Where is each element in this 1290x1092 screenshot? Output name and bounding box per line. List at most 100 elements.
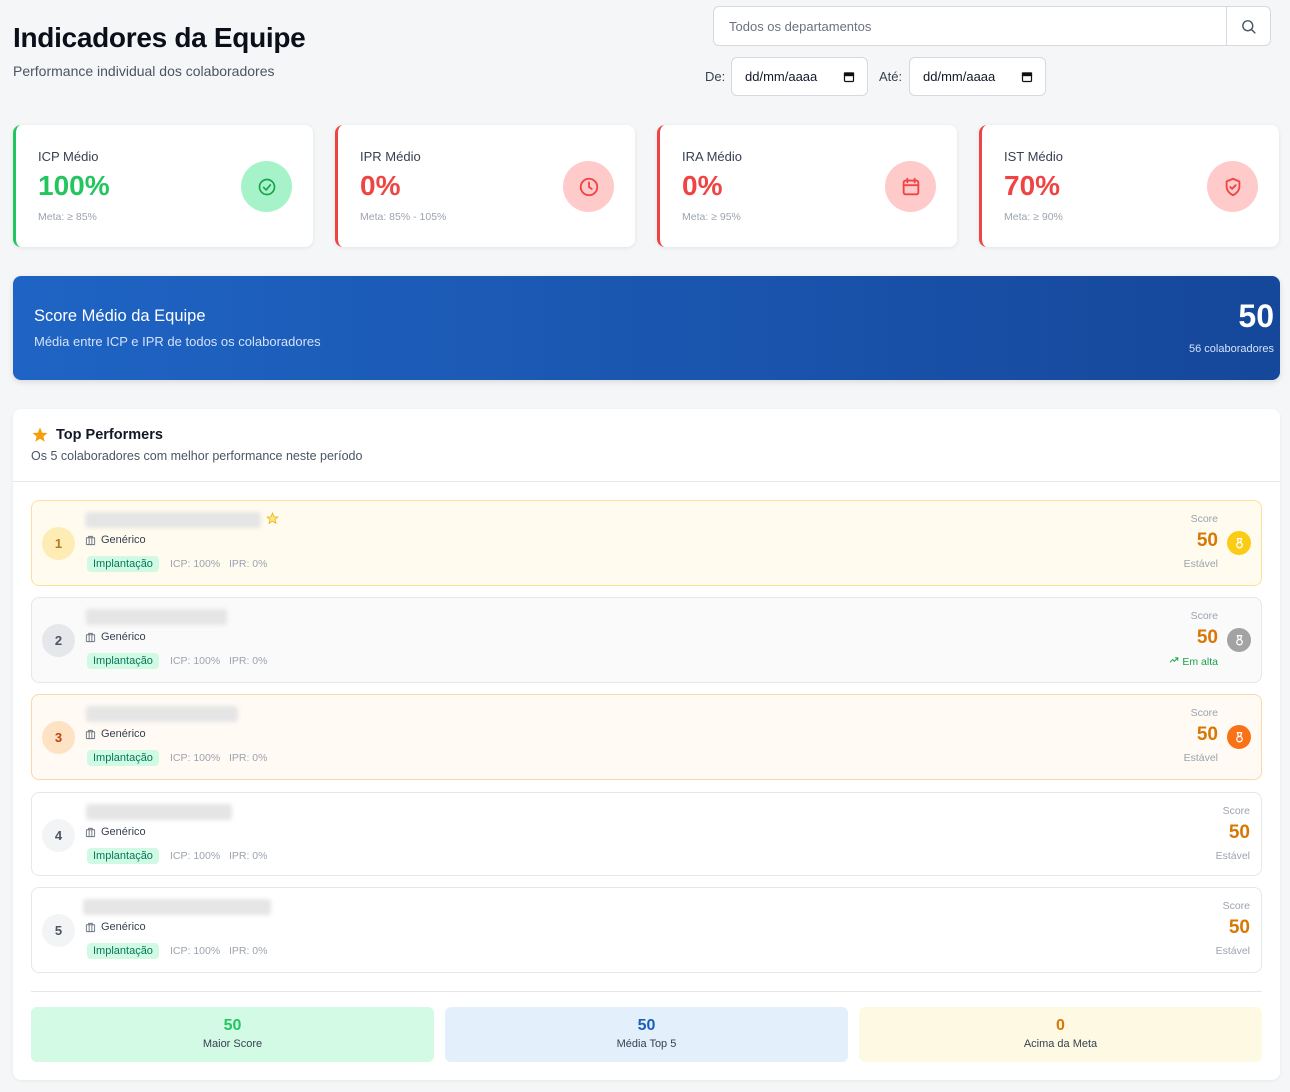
score-value: 50 xyxy=(1196,724,1218,745)
ipr-metric: IPR: 0% xyxy=(228,850,268,862)
collaborators-count: 56 colaboradores xyxy=(1188,343,1274,355)
department-label: Genérico xyxy=(101,826,146,838)
clock-icon xyxy=(563,161,614,212)
performer-department: Genérico xyxy=(85,631,146,643)
divider xyxy=(13,481,1280,482)
department-search-button[interactable] xyxy=(1226,7,1270,45)
kpi-value: 0% xyxy=(360,170,401,201)
top-performers-subtitle: Os 5 colaboradores com melhor performanc… xyxy=(31,449,363,463)
stat-value: 50 xyxy=(223,1017,242,1034)
department-label: Genérico xyxy=(101,534,146,546)
page-subtitle: Performance individual dos colaboradores xyxy=(13,63,275,79)
kpi-label: ICP Médio xyxy=(38,149,99,164)
ipr-metric: IPR: 0% xyxy=(228,945,268,957)
icp-metric: ICP: 100% xyxy=(170,752,221,764)
status-badge: Implantação xyxy=(87,653,159,669)
stat-avg-top5: 50 Média Top 5 xyxy=(445,1007,848,1062)
kpi-card-ipr: IPR Médio 0% Meta: 85% - 105% xyxy=(335,125,635,247)
ipr-metric: IPR: 0% xyxy=(228,558,268,570)
team-score-value: 50 xyxy=(1238,298,1274,334)
performer-name-redacted xyxy=(86,706,238,722)
performer-name-redacted xyxy=(86,609,227,625)
top-performers-card: Top Performers Os 5 colaboradores com me… xyxy=(13,409,1280,1080)
score-label: Score xyxy=(1190,513,1218,525)
date-from-label: De: xyxy=(705,69,726,84)
status-badge: Implantação xyxy=(87,943,159,959)
performer-row[interactable]: 4 Genérico Implantação ICP: 100% IPR: 0%… xyxy=(31,792,1262,876)
trend-label: Estável xyxy=(1183,752,1218,764)
score-label: Score xyxy=(1222,900,1250,912)
icp-metric: ICP: 100% xyxy=(170,945,221,957)
building-icon xyxy=(85,827,96,837)
performer-row[interactable]: 1 Genérico Implantação ICP: 100% IPR: 0%… xyxy=(31,500,1262,586)
icp-metric: ICP: 100% xyxy=(170,850,221,862)
department-label: Genérico xyxy=(101,921,146,933)
performer-metrics: ICP: 100% IPR: 0% xyxy=(170,752,267,764)
kpi-card-ira: IRA Médio 0% Meta: ≥ 95% xyxy=(657,125,957,247)
calendar-icon xyxy=(885,161,936,212)
ipr-metric: IPR: 0% xyxy=(228,752,268,764)
kpi-meta: Meta: ≥ 95% xyxy=(682,211,741,223)
date-to-label: Até: xyxy=(879,69,903,84)
department-label: Genérico xyxy=(101,728,146,740)
building-icon xyxy=(85,632,96,642)
icp-metric: ICP: 100% xyxy=(170,655,221,667)
score-value: 50 xyxy=(1196,530,1218,551)
stat-above-goal: 0 Acima da Meta xyxy=(859,1007,1262,1062)
kpi-label: IRA Médio xyxy=(682,149,742,164)
score-label: Score xyxy=(1190,610,1218,622)
medal-silver-icon xyxy=(1227,628,1251,652)
performer-row[interactable]: 3 Genérico Implantação ICP: 100% IPR: 0%… xyxy=(31,694,1262,780)
performer-name-redacted xyxy=(86,804,232,820)
rank-badge: 3 xyxy=(42,721,75,754)
kpi-label: IPR Médio xyxy=(360,149,421,164)
performer-metrics: ICP: 100% IPR: 0% xyxy=(170,945,267,957)
building-icon xyxy=(85,535,96,545)
stat-max-score: 50 Maior Score xyxy=(31,1007,434,1062)
department-filter[interactable] xyxy=(713,6,1271,46)
status-badge: Implantação xyxy=(87,848,159,864)
banner-title: Score Médio da Equipe xyxy=(34,307,206,325)
kpi-label: IST Médio xyxy=(1004,149,1064,164)
performer-department: Genérico xyxy=(85,534,146,546)
rank-badge: 1 xyxy=(42,527,75,560)
kpi-meta: Meta: ≥ 85% xyxy=(38,211,97,223)
trending-up-icon xyxy=(1170,657,1179,663)
team-score-banner: Score Médio da Equipe Média entre ICP e … xyxy=(13,276,1280,380)
check-circle-icon xyxy=(241,161,292,212)
star-icon xyxy=(266,512,279,525)
kpi-meta: Meta: 85% - 105% xyxy=(360,211,447,223)
trend-text: Em alta xyxy=(1182,656,1218,668)
date-to-input[interactable]: dd/mm/aaaa xyxy=(909,57,1046,96)
stat-label: Média Top 5 xyxy=(616,1038,677,1050)
top-performers-header: Top Performers xyxy=(31,426,163,444)
trend-label: Estável xyxy=(1215,945,1250,957)
trend-label: Estável xyxy=(1215,850,1250,862)
performer-department: Genérico xyxy=(85,826,146,838)
performer-row[interactable]: 2 Genérico Implantação ICP: 100% IPR: 0%… xyxy=(31,597,1262,683)
date-to-value: dd/mm/aaaa xyxy=(923,69,996,84)
status-badge: Implantação xyxy=(87,750,159,766)
rank-badge: 2 xyxy=(42,624,75,657)
rank-badge: 4 xyxy=(42,819,75,852)
score-value: 50 xyxy=(1228,917,1250,938)
department-input[interactable] xyxy=(714,7,1226,45)
score-value: 50 xyxy=(1196,627,1218,648)
performer-row[interactable]: 5 Genérico Implantação ICP: 100% IPR: 0%… xyxy=(31,887,1262,973)
kpi-value: 100% xyxy=(38,170,110,201)
rank-badge: 5 xyxy=(42,914,75,947)
calendar-icon xyxy=(843,71,855,82)
performer-metrics: ICP: 100% IPR: 0% xyxy=(170,850,267,862)
ipr-metric: IPR: 0% xyxy=(228,655,268,667)
search-icon xyxy=(1242,19,1256,34)
trend-label: Estável xyxy=(1183,558,1218,570)
score-label: Score xyxy=(1190,707,1218,719)
page-title: Indicadores da Equipe xyxy=(13,22,306,53)
date-from-input[interactable]: dd/mm/aaaa xyxy=(731,57,868,96)
shield-check-icon xyxy=(1207,161,1258,212)
kpi-card-icp: ICP Médio 100% Meta: ≥ 85% xyxy=(13,125,313,247)
performer-name-redacted xyxy=(83,899,271,915)
performer-name-redacted xyxy=(85,512,261,528)
star-icon xyxy=(32,427,48,442)
divider xyxy=(31,991,1262,992)
